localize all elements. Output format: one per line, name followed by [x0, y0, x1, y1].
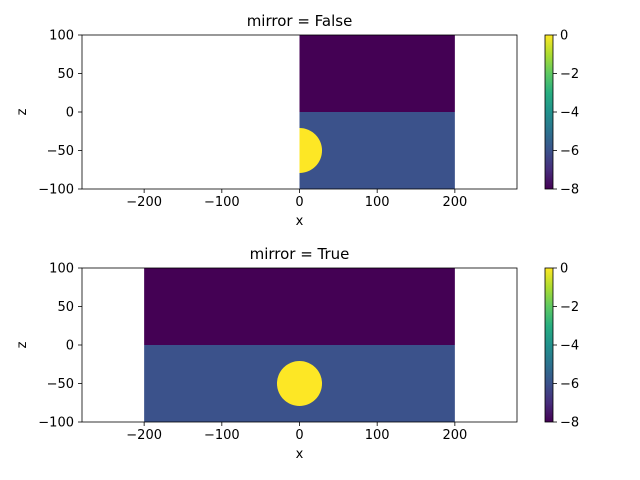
- x-tick-label: 200: [442, 428, 467, 443]
- plot-area: [299, 35, 455, 189]
- x-tick-label: −200: [126, 428, 162, 443]
- y-tick-label: 0: [66, 339, 74, 354]
- colorbar-tick-label: −2: [560, 67, 579, 82]
- x-axis-label: x: [296, 214, 304, 229]
- y-tick-label: −50: [47, 377, 74, 392]
- colorbar-gradient: [545, 268, 553, 422]
- colorbar: 0 −2 −4 −6 −8: [544, 29, 579, 198]
- y-tick-label: −50: [47, 144, 74, 159]
- chart-panel-1: −200 −100 0 100 200 −100 −50 0 50 100 x z mirror = F…: [15, 12, 579, 229]
- colorbar-tick-label: 0: [560, 29, 568, 44]
- colorbar-tick-label: 0: [560, 262, 568, 277]
- x-tick-label: −100: [204, 428, 240, 443]
- plot-area: [144, 268, 455, 422]
- region-circle: [276, 360, 323, 407]
- region-half-circle: [299, 127, 323, 174]
- chart-title: mirror = False: [247, 12, 353, 30]
- region-rect-value-neg8: [299, 35, 455, 112]
- colorbar-tick-label: −6: [560, 144, 579, 159]
- colorbar-tick-label: −8: [560, 183, 579, 198]
- y-tick-label: 50: [57, 67, 74, 82]
- x-tick-label: 0: [295, 428, 303, 443]
- chart-panel-2: −200 −100 0 100 200 −100 −50 0 50 100 x z mirror = T…: [15, 245, 579, 462]
- y-axis-label: z: [15, 341, 30, 348]
- y-tick-label: 50: [57, 300, 74, 315]
- region-rect-value-neg8: [144, 268, 455, 345]
- colorbar-tick-label: −8: [560, 416, 579, 431]
- x-tick-label: 200: [442, 195, 467, 210]
- colorbar-gradient: [545, 35, 553, 189]
- y-tick-label: 100: [49, 262, 74, 277]
- colorbar-tick-label: −2: [560, 300, 579, 315]
- colorbar: 0 −2 −4 −6 −8: [544, 262, 579, 431]
- x-tick-label: 100: [365, 428, 390, 443]
- y-tick-label: −100: [38, 416, 74, 431]
- x-tick-label: 100: [365, 195, 390, 210]
- x-tick-label: −200: [126, 195, 162, 210]
- y-tick-label: 0: [66, 106, 74, 121]
- y-axis-label: z: [15, 108, 30, 115]
- x-tick-label: 0: [295, 195, 303, 210]
- colorbar-tick-label: −6: [560, 377, 579, 392]
- chart-title: mirror = True: [250, 245, 350, 263]
- x-axis-label: x: [296, 447, 304, 462]
- x-tick-label: −100: [204, 195, 240, 210]
- colorbar-tick-label: −4: [560, 339, 579, 354]
- region-rect-value-neg6: [299, 112, 455, 189]
- y-tick-label: 100: [49, 29, 74, 44]
- colorbar-tick-label: −4: [560, 106, 579, 121]
- y-tick-label: −100: [38, 183, 74, 198]
